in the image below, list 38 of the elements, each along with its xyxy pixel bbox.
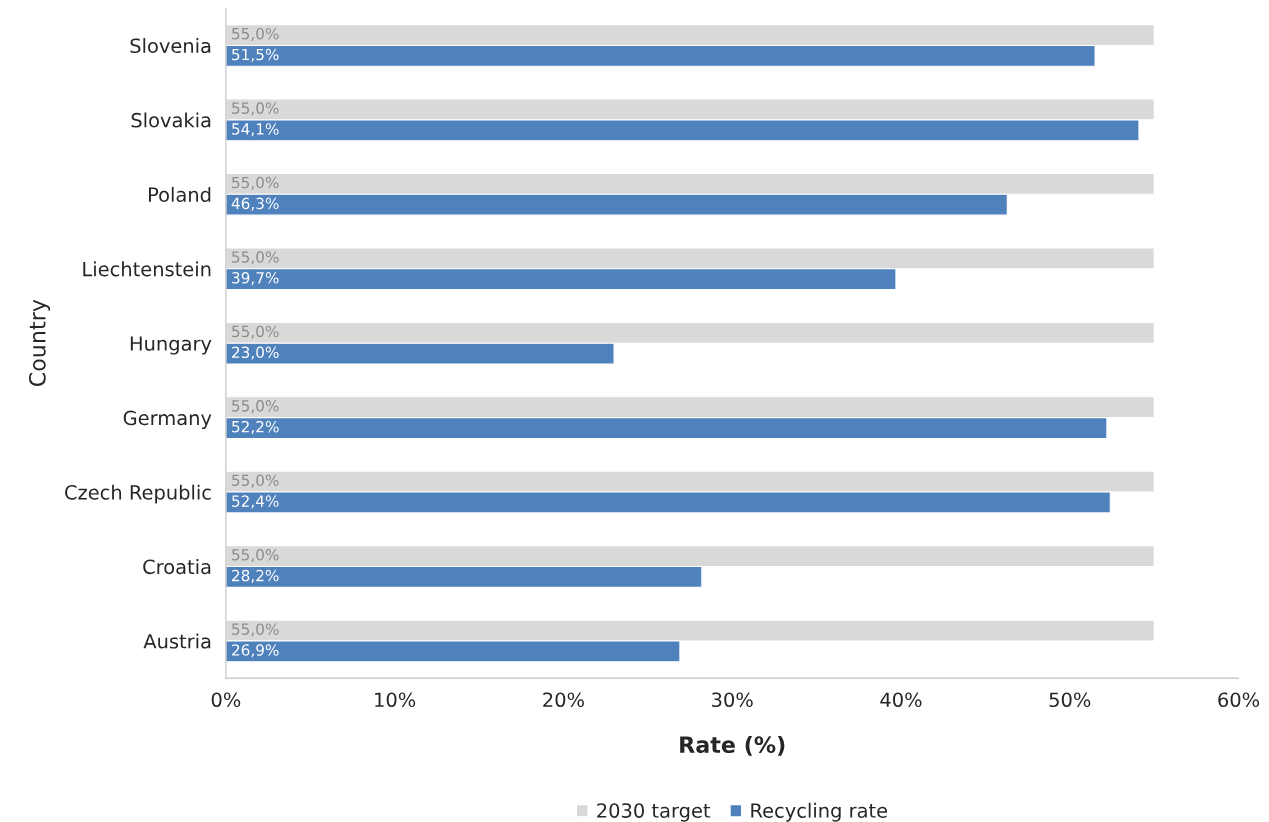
data-label: 26,9% [232, 644, 279, 658]
data-label: 39,7% [232, 272, 279, 286]
y-tick-label: Poland [149, 186, 211, 202]
y-tick-label: Austria [143, 633, 211, 649]
x-tick-label: 50% [1049, 692, 1091, 708]
data-label: 55,0% [232, 474, 279, 488]
data-label: 55,0% [232, 27, 279, 42]
data-label: 54,1% [232, 123, 279, 137]
y-tick-label: Germany [123, 410, 212, 430]
y-tick-label: Liechtenstein [83, 261, 211, 277]
data-label: 55,0% [232, 102, 279, 116]
data-label: 46,3% [231, 197, 279, 211]
legend-label: Recycling rate [751, 802, 888, 822]
data-label: 52,2% [232, 420, 279, 435]
data-label: 55,0% [232, 251, 279, 265]
legend-label: 2030 target [597, 803, 711, 822]
x-tick-label: 30% [712, 692, 753, 708]
y-axis-title: Country [28, 299, 51, 387]
data-label: 55,0% [232, 176, 279, 190]
data-label: 55,0% [232, 400, 279, 414]
data-label: 55,0% [232, 623, 279, 637]
y-tick-label: Slovakia [131, 112, 211, 128]
x-axis-title: Rate (%) [680, 735, 785, 756]
data-label: 28,2% [232, 569, 279, 583]
data-label: 55,0% [232, 325, 279, 339]
y-tick-label: Slovenia [130, 38, 211, 54]
y-tick-label: Czech Republic [65, 484, 211, 504]
data-label: 55,0% [232, 548, 279, 563]
x-tick-label: 60% [1218, 692, 1260, 708]
y-tick-label: Croatia [143, 559, 211, 575]
x-tick-label: 40% [880, 692, 922, 708]
data-label: 23,0% [232, 346, 279, 360]
x-tick-label: 10% [375, 692, 416, 708]
y-tick-label: Hungary [130, 336, 212, 355]
x-tick-label: 0% [211, 692, 241, 708]
x-tick-label: 20% [543, 692, 584, 708]
data-label: 52,4% [232, 495, 279, 509]
data-label: 51,5% [232, 48, 279, 62]
